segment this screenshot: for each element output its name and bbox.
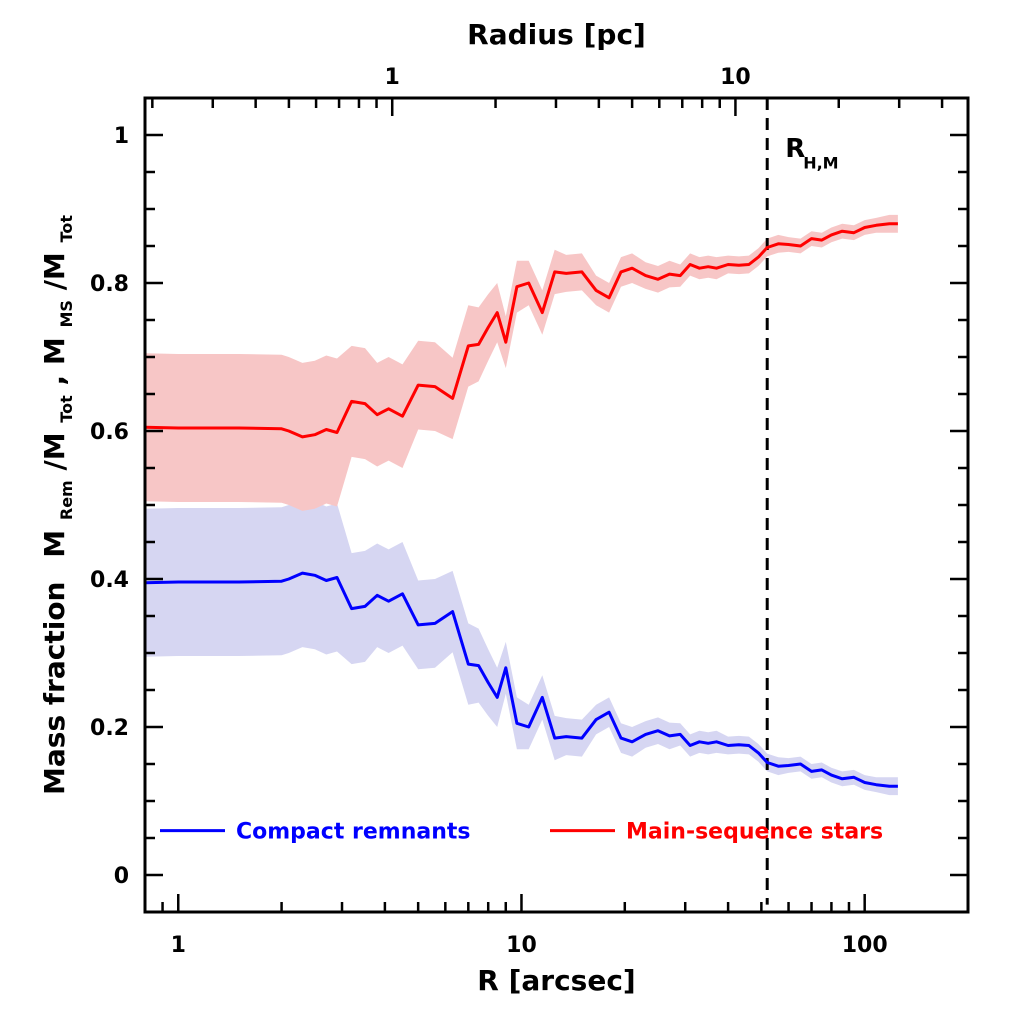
y-title-sub-tot-1: Tot <box>57 395 76 423</box>
y-tick-label: 0.4 <box>90 568 129 593</box>
y-title-over-m: /M <box>38 432 71 470</box>
y-axis-title: Mass fraction M Rem /M Tot , M MS /M Tot <box>38 215 79 795</box>
y-title-prefix: Mass fraction <box>38 582 71 795</box>
legend: Compact remnants Main-sequence stars <box>160 820 883 845</box>
y-title-sub-rem: Rem <box>57 480 76 520</box>
y-title-m-rem: M <box>38 530 71 558</box>
x-tick-label: 1 <box>171 933 186 958</box>
band-series-1 <box>145 214 898 511</box>
y-title-sub-tot-2: Tot <box>57 215 76 243</box>
y-tick-label: 0.2 <box>90 716 129 741</box>
top-tick-label: 10 <box>720 65 751 90</box>
y-tick-label: 1 <box>114 124 129 149</box>
line-series-0 <box>144 571 898 788</box>
y-tick-label: 0 <box>114 864 129 889</box>
ref-label-sub: H,M <box>803 153 838 172</box>
series-lines <box>144 222 898 788</box>
y-title-sub-ms: MS <box>57 300 76 327</box>
y-title-m-ms: , M <box>38 337 71 385</box>
band-series-0 <box>145 499 898 796</box>
uncertainty-bands <box>145 214 898 796</box>
x-tick-label: 10 <box>506 933 537 958</box>
top-axis-title: Radius [pc] <box>467 18 646 51</box>
y-tick-label: 0.8 <box>90 272 129 297</box>
reference-line-label: R H,M <box>785 134 838 172</box>
ref-label-main: R <box>785 134 805 164</box>
bottom-axis-title: R [arcsec] <box>477 964 635 997</box>
plot-frame <box>143 96 970 914</box>
y-title-over-m-2: /M <box>38 252 71 290</box>
line-series-1 <box>144 222 898 439</box>
top-tick-label: 1 <box>385 65 400 90</box>
y-tick-label: 0.6 <box>90 420 129 445</box>
legend-label-compact-remnants: Compact remnants <box>236 820 470 845</box>
legend-label-main-sequence: Main-sequence stars <box>626 820 883 845</box>
x-tick-label: 100 <box>842 933 888 958</box>
